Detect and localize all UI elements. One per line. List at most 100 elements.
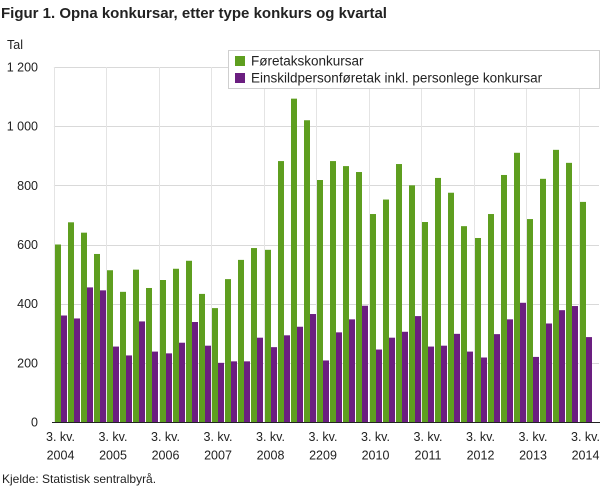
y-tick-label: 400	[17, 297, 38, 311]
bar-einskildpersonforetak	[113, 346, 119, 422]
bar-einskildpersonforetak	[244, 361, 250, 422]
bar-einskildpersonforetak	[166, 353, 172, 422]
bar-foretakskonkursar	[435, 177, 441, 422]
x-tick-label-quarter: 3. kv.	[519, 430, 548, 444]
bar-foretakskonkursar	[396, 164, 402, 423]
legend-swatch-green	[235, 56, 245, 66]
bar-einskildpersonforetak	[559, 310, 565, 422]
x-tick-label-year: 2012	[467, 449, 495, 463]
bar-foretakskonkursar	[409, 185, 415, 422]
bar-einskildpersonforetak	[271, 347, 277, 422]
bar-einskildpersonforetak	[231, 361, 237, 422]
bar-foretakskonkursar	[566, 162, 572, 422]
chart-title: Figur 1. Opna konkursar, etter type konk…	[1, 5, 387, 22]
legend-label-foretakskonkursar: Føretakskonkursar	[251, 54, 364, 69]
x-axis-labels: 3. kv. 2004 3. kv. 2005 3. kv. 2006 3. kv. 2007…	[46, 430, 600, 463]
bar-einskildpersonforetak	[218, 362, 224, 422]
bar-einskildpersonforetak	[336, 332, 342, 422]
bar-foretakskonkursar	[448, 192, 454, 422]
bar-foretakskonkursar	[304, 120, 310, 422]
bar-foretakskonkursar	[356, 172, 362, 422]
bar-einskildpersonforetak	[376, 349, 382, 422]
bar-foretakskonkursar	[488, 214, 494, 422]
bar-einskildpersonforetak	[402, 331, 408, 422]
bar-einskildpersonforetak	[546, 323, 552, 422]
y-tick-label: 1 000	[7, 120, 38, 134]
x-tick-label-quarter: 3. kv.	[204, 430, 233, 444]
x-tick-label-year: 2209	[309, 449, 337, 463]
bar-foretakskonkursar	[291, 98, 297, 422]
bar-einskildpersonforetak	[507, 319, 513, 422]
bar-einskildpersonforetak	[61, 315, 67, 422]
bar-einskildpersonforetak	[362, 305, 368, 422]
x-tick-label-year: 2006	[152, 449, 180, 463]
bar-foretakskonkursar	[68, 222, 74, 422]
bar-einskildpersonforetak	[74, 318, 80, 422]
bar-einskildpersonforetak	[205, 345, 211, 422]
bar-einskildpersonforetak	[152, 351, 158, 422]
bar-foretakskonkursar	[475, 237, 481, 422]
bar-einskildpersonforetak	[192, 322, 198, 422]
bar-foretakskonkursar	[212, 308, 218, 422]
x-tick-label-year: 2007	[204, 449, 232, 463]
bar-foretakskonkursar	[461, 226, 467, 422]
bars	[55, 98, 592, 423]
bar-einskildpersonforetak	[428, 346, 434, 422]
y-tick-label: 0	[31, 416, 38, 430]
bar-einskildpersonforetak	[139, 321, 145, 422]
bar-foretakskonkursar	[527, 219, 533, 422]
legend-box	[228, 50, 600, 89]
bar-foretakskonkursar	[330, 161, 336, 422]
legend-item-einskildpersonforetak: Einskildpersonføretak inkl. personlege k…	[235, 71, 543, 86]
bar-foretakskonkursar	[370, 214, 376, 422]
bar-foretakskonkursar	[81, 232, 87, 422]
bar-foretakskonkursar	[317, 180, 323, 422]
x-tick-label-quarter: 3. kv.	[151, 430, 180, 444]
source-note: Kjelde: Statistisk sentralbyrå.	[2, 472, 156, 486]
x-tick-label-year: 2010	[362, 449, 390, 463]
bar-foretakskonkursar	[501, 174, 507, 422]
x-tick-label-quarter: 3. kv.	[414, 430, 443, 444]
y-tick-label: 800	[17, 179, 38, 193]
bar-foretakskonkursar	[343, 166, 349, 422]
bar-einskildpersonforetak	[454, 333, 460, 422]
bar-foretakskonkursar	[383, 199, 389, 422]
bar-einskildpersonforetak	[467, 351, 473, 422]
x-tick-label-quarter: 3. kv.	[309, 430, 338, 444]
gridlines	[53, 67, 599, 422]
y-tick-label: 200	[17, 356, 38, 370]
bar-einskildpersonforetak	[572, 306, 578, 422]
bar-foretakskonkursar	[186, 260, 192, 422]
bar-foretakskonkursar	[107, 270, 113, 422]
bar-foretakskonkursar	[146, 287, 152, 422]
bar-foretakskonkursar	[55, 244, 61, 422]
bar-foretakskonkursar	[94, 253, 100, 422]
bar-foretakskonkursar	[265, 249, 271, 422]
legend: Føretakskonkursar Einskildpersonføretak …	[228, 50, 600, 89]
bar-foretakskonkursar	[278, 161, 284, 422]
bar-foretakskonkursar	[160, 280, 166, 422]
bar-foretakskonkursar	[580, 201, 586, 422]
x-tick-label-year: 2014	[572, 449, 600, 463]
bar-einskildpersonforetak	[297, 326, 303, 422]
bar-foretakskonkursar	[514, 152, 520, 422]
bar-foretakskonkursar	[540, 178, 546, 422]
bar-einskildpersonforetak	[441, 345, 447, 422]
x-tick-label-year: 2008	[257, 449, 285, 463]
x-tick-label-quarter: 3. kv.	[361, 430, 390, 444]
bar-einskildpersonforetak	[100, 290, 106, 422]
bar-einskildpersonforetak	[389, 337, 395, 422]
bar-einskildpersonforetak	[87, 287, 93, 422]
bar-foretakskonkursar	[422, 222, 428, 422]
bar-einskildpersonforetak	[520, 302, 526, 422]
bar-einskildpersonforetak	[586, 337, 592, 422]
bar-foretakskonkursar	[225, 279, 231, 422]
legend-item-foretakskonkursar: Føretakskonkursar	[235, 54, 364, 69]
legend-label-einskildpersonforetak: Einskildpersonføretak inkl. personlege k…	[251, 71, 543, 86]
bar-einskildpersonforetak	[533, 356, 539, 422]
bar-foretakskonkursar	[120, 291, 126, 422]
bar-foretakskonkursar	[133, 269, 139, 422]
y-tick-label: 600	[17, 238, 38, 252]
